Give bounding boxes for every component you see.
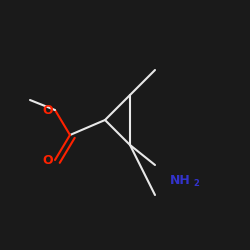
Text: O: O [42, 104, 53, 117]
Text: NH: NH [170, 174, 190, 186]
Text: 2: 2 [193, 178, 199, 188]
Text: O: O [42, 154, 53, 166]
